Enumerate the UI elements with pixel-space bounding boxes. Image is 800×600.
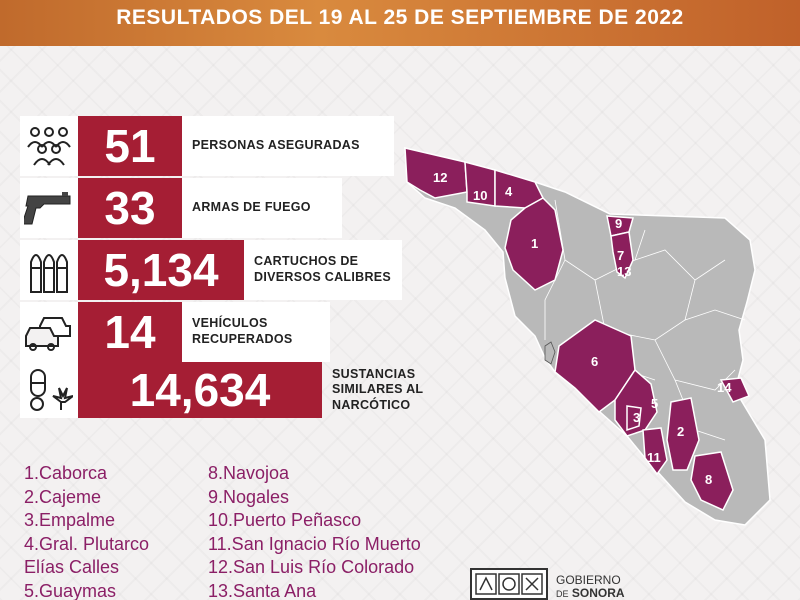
region-11 — [642, 427, 668, 476]
legend-col-2: 8.Navojoa 9.Nogales 10.Puerto Peñasco 11… — [208, 462, 421, 600]
stat-label-vehiculos: VEHÍCULOS RECUPERADOS — [182, 302, 330, 362]
map-label-2: 2 — [677, 424, 684, 439]
stat-row-armas: 33 ARMAS DE FUEGO — [20, 178, 342, 238]
region-2 — [666, 397, 700, 471]
region-10 — [464, 161, 496, 207]
stat-value-vehiculos: 14 — [78, 302, 182, 362]
legend-item: 11.San Ignacio Río Muerto — [208, 533, 421, 554]
legend-item: 2.Cajeme — [24, 486, 102, 507]
region-7-13 — [610, 231, 634, 280]
stat-label-personas: PERSONAS ASEGURADAS — [182, 116, 394, 176]
gobierno-sonora-logo: GOBIERNO DE SONORA — [556, 573, 625, 600]
state-seal-logo — [470, 568, 548, 600]
map-label-7: 7 — [617, 248, 624, 263]
stat-row-sustancias: 14,634 SUSTANCIAS SIMILARES AL NARCÓTICO — [20, 362, 434, 418]
stat-value-sustancias: 14,634 — [78, 362, 322, 418]
map-label-14: 14 — [717, 380, 732, 395]
map-label-10: 10 — [473, 188, 487, 203]
legend-item: 13.Santa Ana — [208, 580, 317, 600]
legend-item: 12.San Luis Río Colorado — [208, 557, 415, 577]
cars-icon — [20, 302, 78, 362]
map-label-11: 11 — [647, 450, 661, 465]
map-label-8: 8 — [705, 472, 712, 487]
legend-item: 9.Nogales — [208, 486, 290, 507]
legend-col-1: 1.Caborca 2.Cajeme 3.Empalme 4.Gral. Plu… — [24, 462, 149, 600]
stat-label-cartuchos: CARTUCHOS DE DIVERSOS CALIBRES — [244, 240, 402, 300]
stat-row-vehiculos: 14 VEHÍCULOS RECUPERADOS — [20, 302, 330, 362]
legend-item: Elías Calles — [24, 557, 120, 577]
title-banner: RESULTADOS DEL 19 AL 25 DE SEPTIEMBRE DE… — [0, 0, 800, 46]
stat-row-cartuchos: 5,134 CARTUCHOS DE DIVERSOS CALIBRES — [20, 240, 402, 300]
region-1 — [504, 197, 564, 291]
legend-item: 10.Puerto Peñasco — [208, 510, 362, 530]
map-label-13: 13 — [617, 264, 631, 279]
map-label-9: 9 — [615, 216, 622, 231]
stat-value-armas: 33 — [78, 178, 182, 238]
banner-title: RESULTADOS DEL 19 AL 25 DE SEPTIEMBRE DE… — [116, 6, 684, 29]
drugs-icon — [20, 362, 78, 418]
stat-value-personas: 51 — [78, 116, 182, 176]
map-label-3: 3 — [633, 410, 640, 425]
stat-label-sustancias: SUSTANCIAS SIMILARES AL NARCÓTICO — [332, 366, 424, 412]
map-label-6: 6 — [591, 354, 598, 369]
legend-item: 4.Gral. Plutarco — [24, 533, 150, 554]
legend-item: 8.Navojoa — [208, 463, 290, 483]
region-3 — [626, 405, 642, 432]
legend-item: 3.Empalme — [24, 510, 116, 530]
region-8 — [690, 451, 734, 511]
region-14 — [719, 377, 751, 403]
map-label-5: 5 — [651, 396, 658, 411]
stat-label-armas: ARMAS DE FUEGO — [182, 178, 342, 238]
map-label-12: 12 — [433, 170, 447, 185]
region-5 — [614, 368, 658, 437]
map-label-4: 4 — [505, 184, 513, 199]
stat-value-cartuchos: 5,134 — [78, 240, 244, 300]
gun-icon — [20, 178, 78, 238]
map-label-1: 1 — [531, 236, 538, 251]
legend-item: 1.Caborca — [24, 463, 108, 483]
sonora-map: 12 10 4 1 9 7 13 6 14 5 3 2 11 8 — [404, 147, 771, 526]
bullets-icon — [20, 240, 78, 300]
map-island — [544, 341, 556, 365]
stat-row-personas: 51 PERSONAS ASEGURADAS — [20, 116, 394, 176]
people-icon — [20, 116, 78, 176]
legend-item: 5.Guaymas — [24, 580, 117, 600]
